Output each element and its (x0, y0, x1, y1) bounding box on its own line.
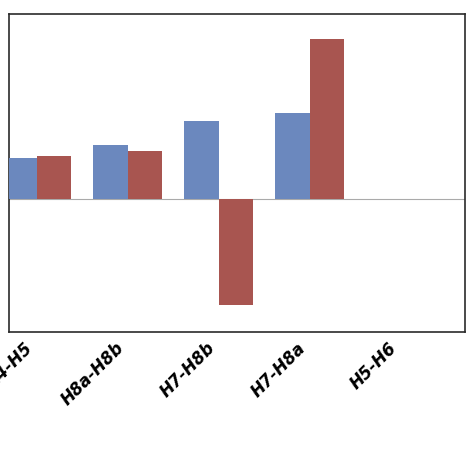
Bar (128, 152, 163, 199)
Bar (93, 146, 128, 199)
Bar (37, 155, 72, 199)
Bar (275, 112, 310, 199)
Bar (310, 39, 345, 199)
Bar (184, 121, 219, 199)
Bar (219, 199, 254, 305)
Bar (2, 158, 37, 199)
